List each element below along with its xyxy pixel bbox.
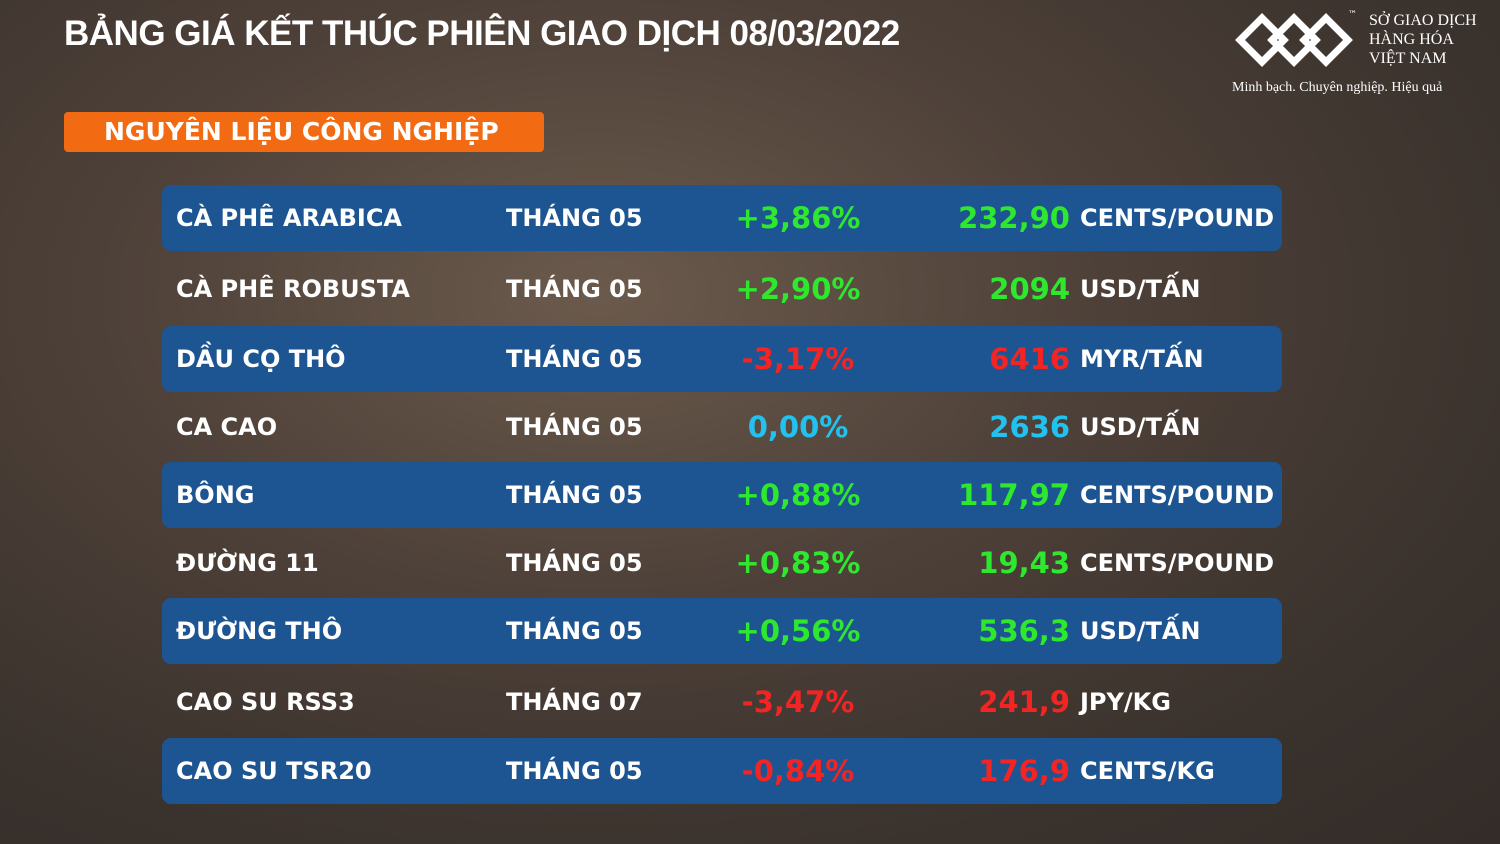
contract-month: THÁNG 05 <box>506 481 643 509</box>
section-badge: NGUYÊN LIỆU CÔNG NGHIỆP <box>64 112 544 152</box>
price: 117,97 <box>958 478 1070 512</box>
price: 241,9 <box>978 685 1070 719</box>
change-text: -0,84% <box>741 754 855 788</box>
change-text: -3,17% <box>741 342 855 376</box>
table-row: CAO SU TSR20 THÁNG 05 -0,84% 176,9 CENTS/KG <box>162 738 1282 804</box>
logo-text: VIỆT NAM <box>1369 50 1447 67</box>
logo-text: SỞ GIAO DỊCH <box>1369 12 1477 29</box>
price: 6416 <box>989 342 1070 376</box>
price: 19,43 <box>978 546 1070 580</box>
commodity-name: CÀ PHÊ ARABICA <box>176 204 403 232</box>
price: 2636 <box>989 410 1070 444</box>
section-label: NGUYÊN LIỆU CÔNG NGHIỆP <box>104 117 499 146</box>
commodity-name: ĐƯỜNG THÔ <box>176 617 343 645</box>
unit: CENTS/KG <box>1080 757 1215 785</box>
change-text: +0,83% <box>735 546 861 580</box>
commodity-name: DẦU CỌ THÔ <box>176 345 346 373</box>
commodity-name: CA CAO <box>176 413 278 441</box>
unit: MYR/TẤN <box>1080 345 1204 373</box>
unit: JPY/KG <box>1080 688 1171 716</box>
contract-month: THÁNG 05 <box>506 757 643 785</box>
contract-month: THÁNG 05 <box>506 204 643 232</box>
contract-month: THÁNG 05 <box>506 345 643 373</box>
commodity-name: CAO SU TSR20 <box>176 757 372 785</box>
table-row: CA CAO THÁNG 05 0,00% 2636 USD/TẤN <box>162 394 1282 460</box>
change-text: +3,86% <box>735 201 861 235</box>
price: 176,9 <box>978 754 1070 788</box>
table-row: ĐƯỜNG THÔ THÁNG 05 +0,56% 536,3 USD/TẤN <box>162 598 1282 664</box>
contract-month: THÁNG 07 <box>506 688 643 716</box>
trademark: ™ <box>1348 10 1357 20</box>
table-row: DẦU CỌ THÔ THÁNG 05 -3,17% 6416 MYR/TẤN <box>162 326 1282 392</box>
contract-month: THÁNG 05 <box>506 413 643 441</box>
contract-month: THÁNG 05 <box>506 549 643 577</box>
change-text: +2,90% <box>735 272 861 306</box>
table-row: ĐƯỜNG 11 THÁNG 05 +0,83% 19,43 CENTS/POUND <box>162 530 1282 596</box>
table-row: BÔNG THÁNG 05 +0,88% 117,97 CENTS/POUND <box>162 462 1282 528</box>
logo-mark <box>1235 13 1353 67</box>
price: 2094 <box>989 272 1070 306</box>
table-row: CÀ PHÊ ROBUSTA THÁNG 05 +2,90% 2094 USD/TẤN <box>162 256 1282 322</box>
tagline: Minh bạch. Chuyên nghiệp. Hiệu quả <box>1232 80 1443 95</box>
price: 232,90 <box>958 201 1070 235</box>
price: 536,3 <box>978 614 1070 648</box>
contract-month: THÁNG 05 <box>506 275 643 303</box>
commodity-name: CAO SU RSS3 <box>176 688 355 716</box>
contract-month: THÁNG 05 <box>506 617 643 645</box>
unit: CENTS/POUND <box>1080 549 1275 577</box>
unit: CENTS/POUND <box>1080 481 1275 509</box>
commodity-name: CÀ PHÊ ROBUSTA <box>176 275 410 303</box>
change-text: +0,88% <box>735 478 861 512</box>
unit: USD/TẤN <box>1080 275 1201 303</box>
logo-text: HÀNG HÓA <box>1369 31 1454 48</box>
commodity-name: ĐƯỜNG 11 <box>176 549 319 577</box>
table-row: CÀ PHÊ ARABICA THÁNG 05 +3,86% 232,90 CENTS/… <box>162 185 1282 251</box>
change-text: -3,47% <box>741 685 855 719</box>
unit: USD/TẤN <box>1080 617 1201 645</box>
change-text: +0,56% <box>735 614 861 648</box>
commodity-name: BÔNG <box>176 481 255 509</box>
table-row: CAO SU RSS3 THÁNG 07 -3,47% 241,9 JPY/KG <box>162 669 1282 735</box>
change-text: 0,00% <box>747 410 849 444</box>
unit: USD/TẤN <box>1080 413 1201 441</box>
title: BẢNG GIÁ KẾT THÚC PHIÊN GIAO DỊCH 08/03/… <box>64 14 900 53</box>
unit: CENTS/POUND <box>1080 204 1275 232</box>
